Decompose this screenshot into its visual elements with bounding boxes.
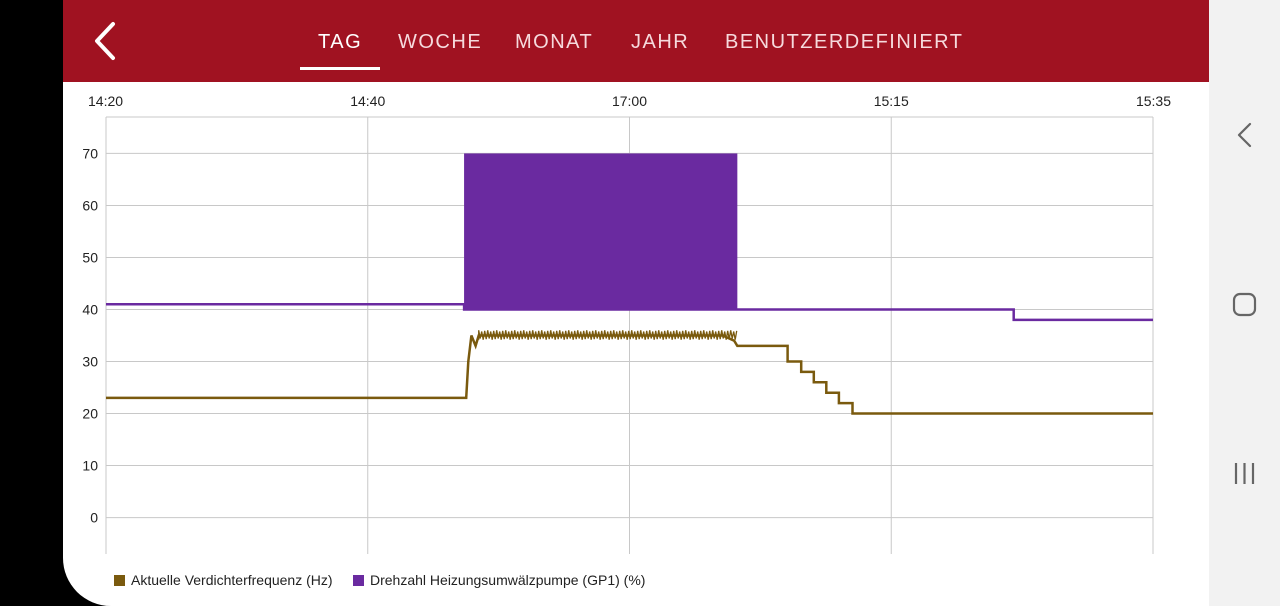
y-tick-label: 40 <box>82 301 98 317</box>
tab-monat[interactable]: MONAT <box>515 31 594 53</box>
legend-swatch-frequency <box>114 574 125 586</box>
x-tick-label: 15:15 <box>874 93 909 109</box>
chart-series <box>106 153 1153 415</box>
series-frequency-line <box>106 334 1153 415</box>
x-tick-label: 14:20 <box>88 93 123 109</box>
tab-benutzerdefiniert[interactable]: BENUTZERDEFINIERT <box>725 31 964 53</box>
active-tab-indicator <box>300 67 380 70</box>
legend-label-frequency: Aktuelle Verdichterfrequenz (Hz) <box>131 572 333 588</box>
legend-item-frequency: Aktuelle Verdichterfrequenz (Hz) <box>114 572 333 588</box>
system-recents-button[interactable] <box>1209 448 1280 498</box>
chart-area[interactable]: 14:20 14:40 17:00 15:15 15:35 0 10 20 30 40 50 60 7… <box>63 82 1209 567</box>
series-pump-oscillation <box>464 153 738 310</box>
tab-tag[interactable]: TAG <box>318 31 363 53</box>
y-tick-label: 10 <box>82 458 98 474</box>
system-back-button[interactable] <box>1209 110 1280 160</box>
header-bar: TAG WOCHE MONAT JAHR BENUTZERDEFINIERT <box>63 0 1209 82</box>
y-tick-label: 0 <box>90 510 98 526</box>
x-axis-labels: 14:20 14:40 17:00 15:15 15:35 <box>88 93 1171 109</box>
chevron-left-icon <box>95 22 115 60</box>
x-tick-label: 14:40 <box>350 93 385 109</box>
series-pump-line <box>106 303 1153 322</box>
y-tick-label: 50 <box>82 249 98 265</box>
y-axis-labels: 0 10 20 30 40 50 60 70 <box>82 145 98 525</box>
system-navigation-bar <box>1209 0 1280 606</box>
chevron-left-icon <box>1237 122 1252 148</box>
y-tick-label: 20 <box>82 406 98 422</box>
legend-swatch-pump <box>353 574 364 586</box>
x-tick-label: 17:00 <box>612 93 647 109</box>
x-tick-label: 15:35 <box>1136 93 1171 109</box>
legend-item-pump: Drehzahl Heizungsumwälzpumpe (GP1) (%) <box>353 572 645 588</box>
app-window: TAG WOCHE MONAT JAHR BENUTZERDEFINIERT 1… <box>63 0 1209 606</box>
y-tick-label: 30 <box>82 354 98 370</box>
y-tick-label: 60 <box>82 197 98 213</box>
y-tick-label: 70 <box>82 145 98 161</box>
legend-label-pump: Drehzahl Heizungsumwälzpumpe (GP1) (%) <box>370 572 646 588</box>
rounded-square-icon <box>1232 292 1257 317</box>
tab-woche[interactable]: WOCHE <box>398 31 483 53</box>
system-home-button[interactable] <box>1209 279 1280 329</box>
three-bars-icon <box>1234 463 1255 484</box>
tab-jahr[interactable]: JAHR <box>631 31 690 53</box>
back-button[interactable] <box>85 18 127 64</box>
